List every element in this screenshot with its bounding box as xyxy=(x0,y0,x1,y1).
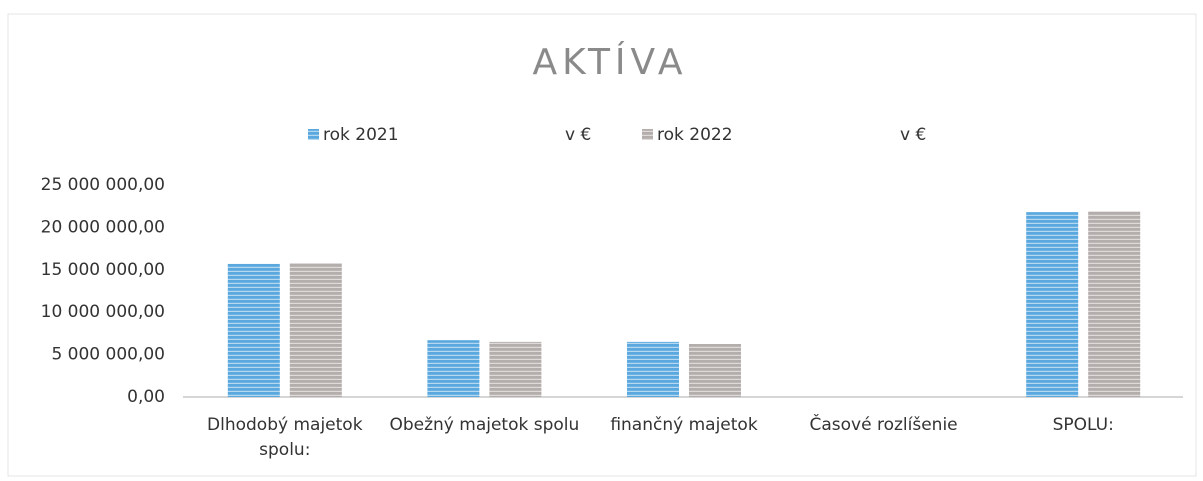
legend-swatch xyxy=(308,129,319,140)
legend-unit: v € xyxy=(565,125,591,145)
bar xyxy=(489,341,542,397)
legend-label: rok 2022 xyxy=(657,125,733,145)
chart-title: AKTÍVA xyxy=(533,41,688,83)
bar xyxy=(627,341,679,397)
legend-unit: v € xyxy=(900,125,926,145)
legend-swatch xyxy=(642,129,653,140)
bar xyxy=(227,263,280,397)
bar xyxy=(1088,211,1141,397)
y-tick-label: 15 000 000,00 xyxy=(41,260,165,280)
legend-label: rok 2021 xyxy=(323,125,399,145)
bar xyxy=(1026,212,1079,397)
y-tick-label: 5 000 000,00 xyxy=(51,345,165,365)
chart-frame xyxy=(7,13,1197,477)
bar xyxy=(689,344,741,397)
x-tick-label: finančný majetok xyxy=(610,415,758,435)
bar xyxy=(289,263,342,397)
x-tick-label: Dlhodobý majetok spolu: xyxy=(207,415,363,460)
x-tick-label: Časové rozlíšenie xyxy=(809,415,958,435)
x-tick-label: SPOLU: xyxy=(1052,415,1114,435)
y-tick-label: 0,00 xyxy=(127,387,165,407)
y-tick-label: 20 000 000,00 xyxy=(41,217,165,237)
y-tick-label: 25 000 000,00 xyxy=(41,175,165,195)
x-tick-label: Obežný majetok spolu xyxy=(389,415,580,435)
bar xyxy=(427,340,480,397)
y-tick-label: 10 000 000,00 xyxy=(41,302,165,322)
